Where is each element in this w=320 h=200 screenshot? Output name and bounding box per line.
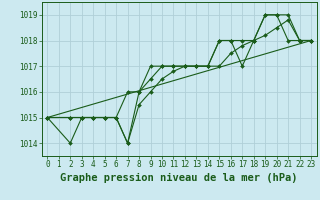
- X-axis label: Graphe pression niveau de la mer (hPa): Graphe pression niveau de la mer (hPa): [60, 173, 298, 183]
